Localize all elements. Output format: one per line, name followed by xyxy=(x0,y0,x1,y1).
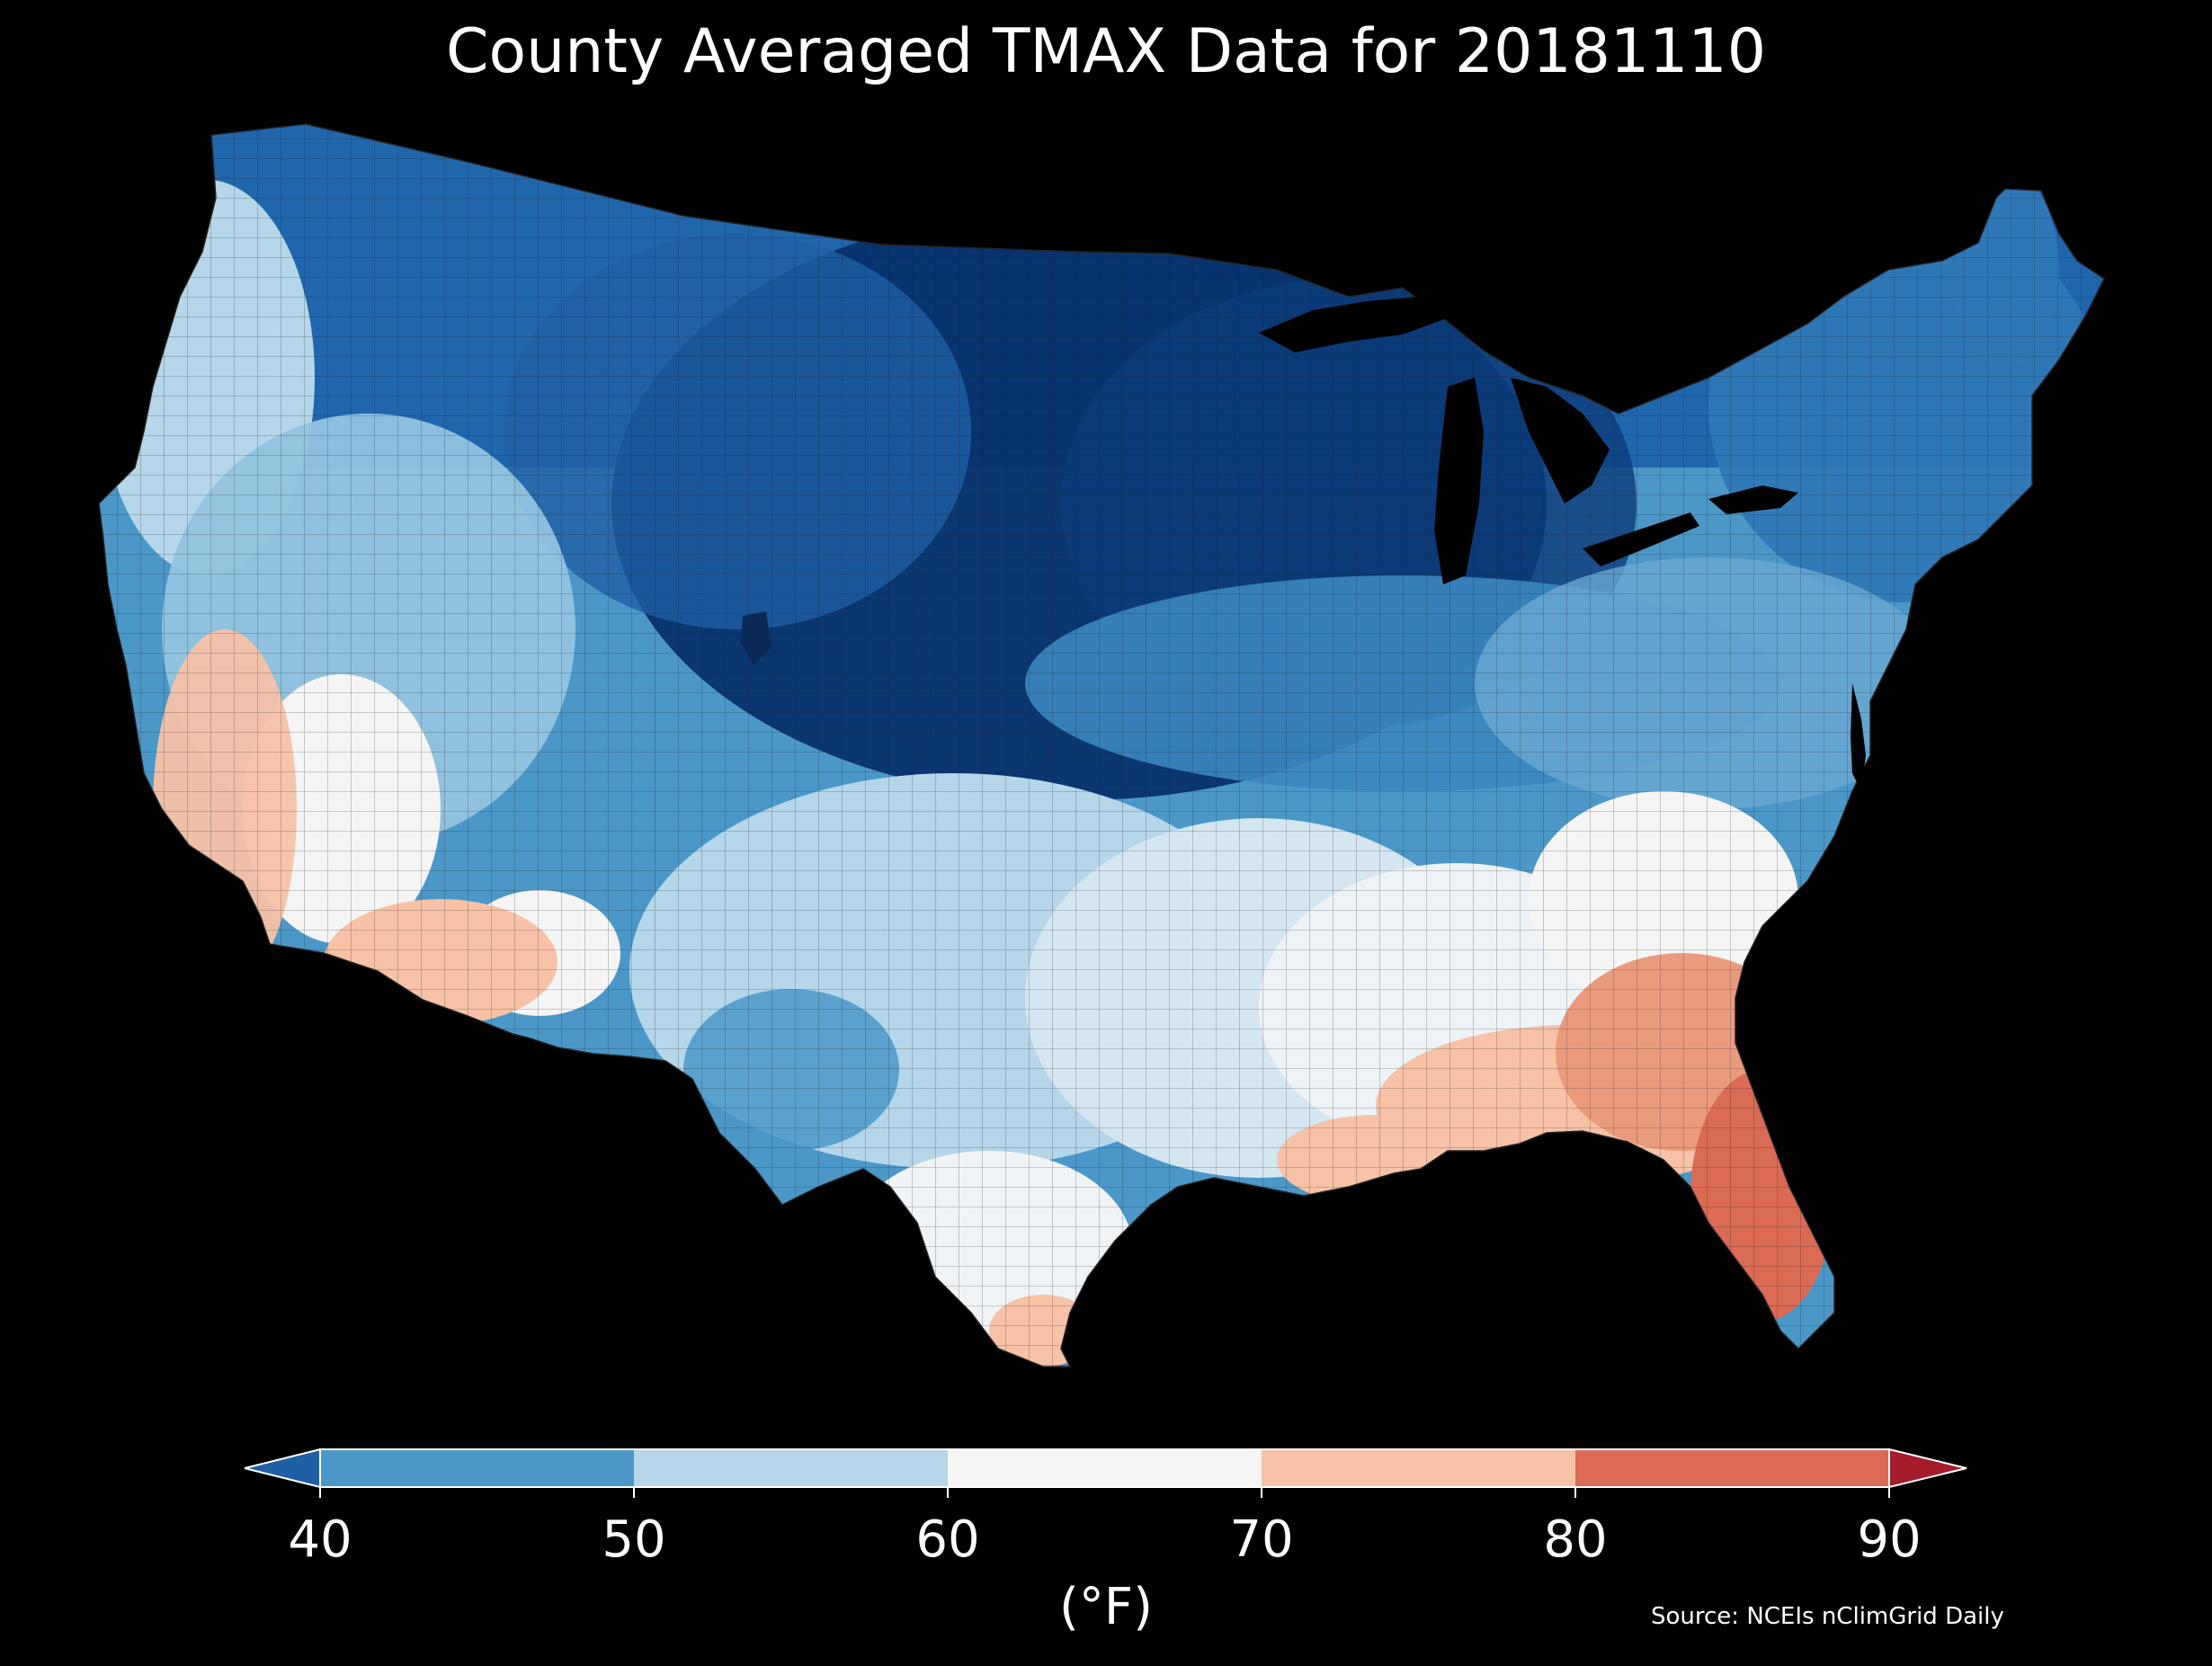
colorbar-bin-70-80 xyxy=(1262,1449,1575,1487)
colorbar-tick-90: 90 xyxy=(1857,1510,1922,1569)
lake-huron xyxy=(1511,378,1610,503)
colorbar-under-arrow xyxy=(244,1448,321,1489)
source-credit: Source: NCEIs nClimGrid Daily xyxy=(1651,1603,2004,1630)
lake-superior xyxy=(1259,297,1457,352)
colorbar-bin-60-70 xyxy=(948,1449,1262,1487)
great-salt-lake xyxy=(741,611,772,665)
colorbar-unit-label: (°F) xyxy=(1059,1578,1153,1636)
colorbar-bin-80-90 xyxy=(1575,1449,1889,1487)
lake-ontario xyxy=(1708,486,1798,514)
colorbar-bin-40-50 xyxy=(320,1449,634,1487)
colorbar-tick-80: 80 xyxy=(1543,1510,1608,1569)
chesapeake-bay xyxy=(1851,683,1866,791)
colorbar-tick-60: 60 xyxy=(915,1510,980,1569)
colorbar-tick-50: 50 xyxy=(602,1510,666,1569)
map-title: County Averaged TMAX Data for 20181110 xyxy=(446,16,1766,87)
lake-erie xyxy=(1583,512,1699,566)
colorbar-tick-70: 70 xyxy=(1229,1510,1294,1569)
colorbar-tick-40: 40 xyxy=(288,1510,352,1569)
colorbar-bin-50-60 xyxy=(634,1449,948,1487)
colorbar-over-arrow xyxy=(1888,1448,1967,1489)
lake-michigan xyxy=(1434,378,1484,584)
us-outline xyxy=(98,123,2105,1368)
